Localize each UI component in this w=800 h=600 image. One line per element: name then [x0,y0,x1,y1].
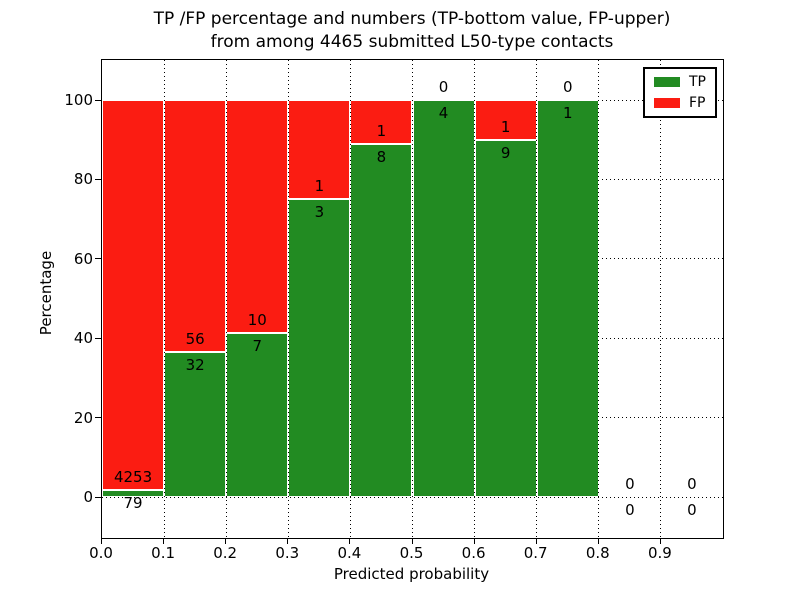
fp-count-label: 0 [562,78,573,96]
y-tick-label: 60 [73,249,93,268]
legend: TP FP [643,67,717,118]
x-axis-tick [597,538,599,544]
legend-item-tp: TP [654,74,706,90]
bar-segment-tp [350,144,413,497]
tp-count-label: 32 [185,356,205,375]
y-tick-label: 40 [73,329,93,348]
tp-count-label: 4 [438,104,449,122]
y-axis-tick [95,417,101,419]
x-axis-label: Predicted probability [333,565,490,583]
x-axis-tick [101,538,102,544]
bar-segment-tp [226,333,289,497]
fp-count-label: 1 [376,122,387,141]
bar-segment-tp [164,352,227,497]
grid-line-vertical [536,60,538,538]
y-axis-tick [95,337,101,339]
x-axis-tick [411,538,413,544]
x-axis-tick [225,538,227,544]
legend-label-fp: FP [689,95,706,111]
tp-count-label: 0 [687,501,697,519]
fp-count-label: 0 [625,475,635,493]
fp-color-swatch [654,98,680,108]
grid-line-vertical [598,60,600,538]
tp-count-label: 7 [252,337,262,356]
x-tick-label: 0.9 [647,544,672,562]
x-tick-label: 0.6 [461,544,486,562]
fp-count-label: 1 [314,177,325,196]
x-tick-label: 0.4 [337,544,362,562]
tp-count-label: 1 [562,104,573,122]
grid-line-vertical [349,60,351,538]
chart-title-line2: from among 4465 submitted L50-type conta… [210,32,614,53]
tp-count-label: 0 [625,501,635,519]
y-axis-tick [95,496,101,498]
grid-line-vertical [163,60,165,538]
x-tick-label: 0.8 [585,544,610,562]
x-axis-tick [349,538,351,544]
bar-segment-fp [226,100,289,334]
grid-line-vertical [287,60,289,538]
tp-count-label: 9 [500,143,511,162]
grid-line-vertical [660,60,662,538]
bar-segment-tp [412,100,475,497]
y-tick-label: 0 [83,488,93,506]
bar-segment-fp [102,100,165,490]
bar-segment-fp [474,100,537,140]
grid-line-vertical [412,60,413,538]
fp-count-label: 10 [247,311,267,330]
tp-color-swatch [654,77,680,87]
bar-segment-tp [102,489,165,497]
tp-count-label: 79 [123,493,143,512]
y-axis-tick [95,178,101,180]
bar-segment-fp [288,100,351,200]
x-axis-tick [535,538,537,544]
x-axis-tick [473,538,475,544]
chart-title: TP /FP percentage and numbers (TP-bottom… [24,8,800,55]
chart-title-line1: TP /FP percentage and numbers (TP-bottom… [153,9,671,29]
y-tick-label: 100 [64,91,93,109]
y-tick-label: 80 [73,170,93,189]
fp-count-label: 0 [687,475,697,493]
tp-count-label: 3 [314,203,325,222]
grid-line-vertical [225,60,227,538]
x-tick-label: 0.7 [523,544,548,562]
x-tick-label: 0.2 [213,544,238,562]
bar-segment-tp [288,199,351,497]
x-tick-label: 0.1 [151,544,176,562]
x-tick-label: 0.5 [399,544,424,562]
y-axis-tick [95,99,101,101]
x-axis-tick [659,538,661,544]
bar-segment-fp [164,100,227,353]
legend-label-tp: TP [689,74,706,90]
x-tick-label: 0.3 [275,544,300,562]
plot-area: TP FP 4253 79 56 32 10 7 1 3 1 8 0 4 1 9 0 1 0 0 0 0 [101,59,724,539]
x-axis-tick [163,538,165,544]
fp-count-label: 0 [438,78,449,96]
fp-count-label: 1 [500,117,511,136]
grid-line-vertical [474,60,476,538]
y-tick-label: 20 [73,408,93,427]
legend-item-fp: FP [654,95,706,111]
bar-segment-tp [474,139,537,497]
x-axis-tick [287,538,289,544]
y-axis-tick [95,258,101,260]
bar-segment-fp [350,100,413,145]
x-tick-label: 0.0 [89,544,113,562]
fp-count-label: 4253 [113,467,153,486]
fp-count-label: 56 [185,330,205,349]
tp-count-label: 8 [376,148,387,167]
bar-segment-tp [536,100,599,497]
